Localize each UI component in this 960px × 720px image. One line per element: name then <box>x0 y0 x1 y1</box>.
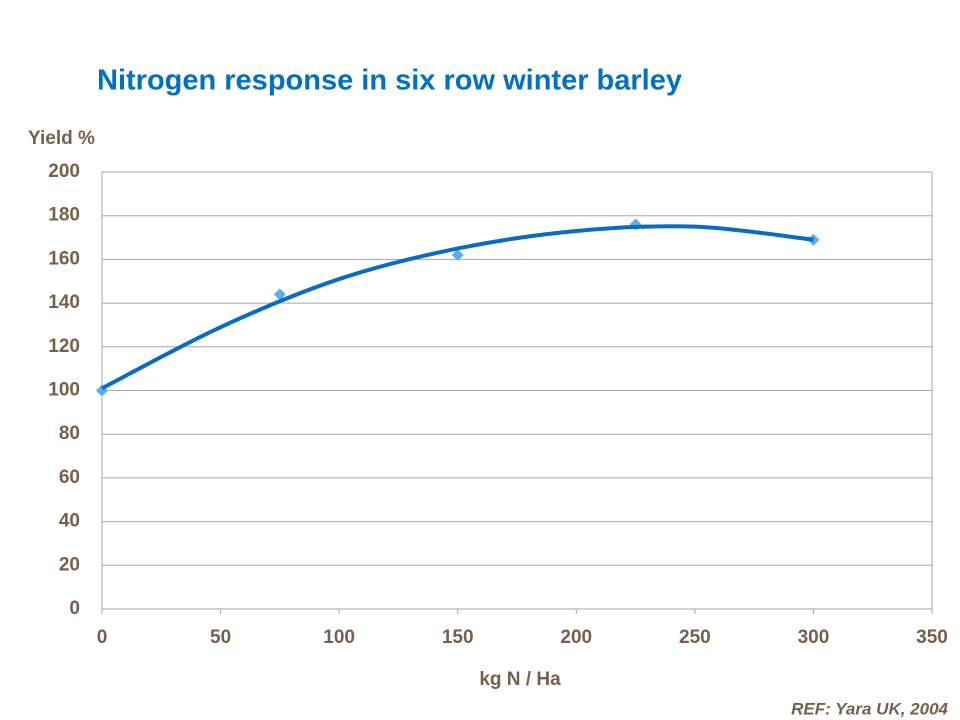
chart-title: Nitrogen response in six row winter barl… <box>97 65 682 97</box>
y-tick-label: 140 <box>48 292 80 313</box>
y-tick-label: 0 <box>69 598 80 619</box>
y-tick-label: 200 <box>48 161 80 182</box>
y-tick-label: 160 <box>48 248 80 269</box>
trend-line <box>101 224 814 391</box>
x-tick-label: 50 <box>210 627 231 648</box>
x-axis-label: kg N / Ha <box>479 669 561 690</box>
y-tick-label: 40 <box>59 511 80 532</box>
y-tick-label: 120 <box>48 336 80 357</box>
x-tick-label: 100 <box>323 627 355 648</box>
reference-note: REF: Yara UK, 2004 <box>791 699 948 718</box>
y-axis-label: Yield % <box>28 128 95 149</box>
data-point <box>273 288 286 301</box>
x-tick-label: 250 <box>679 627 711 648</box>
x-tick-label: 150 <box>442 627 474 648</box>
x-tick-label: 0 <box>97 627 108 648</box>
y-tick-label: 180 <box>48 205 80 226</box>
y-tick-label: 100 <box>48 380 80 401</box>
x-tick-label: 200 <box>560 627 592 648</box>
y-tick-label: 60 <box>59 467 80 488</box>
y-tick-label: 80 <box>59 423 80 444</box>
x-tick-label: 300 <box>798 627 830 648</box>
x-tick-label: 350 <box>916 627 948 648</box>
data-point <box>451 249 464 262</box>
y-tick-label: 20 <box>59 554 80 575</box>
